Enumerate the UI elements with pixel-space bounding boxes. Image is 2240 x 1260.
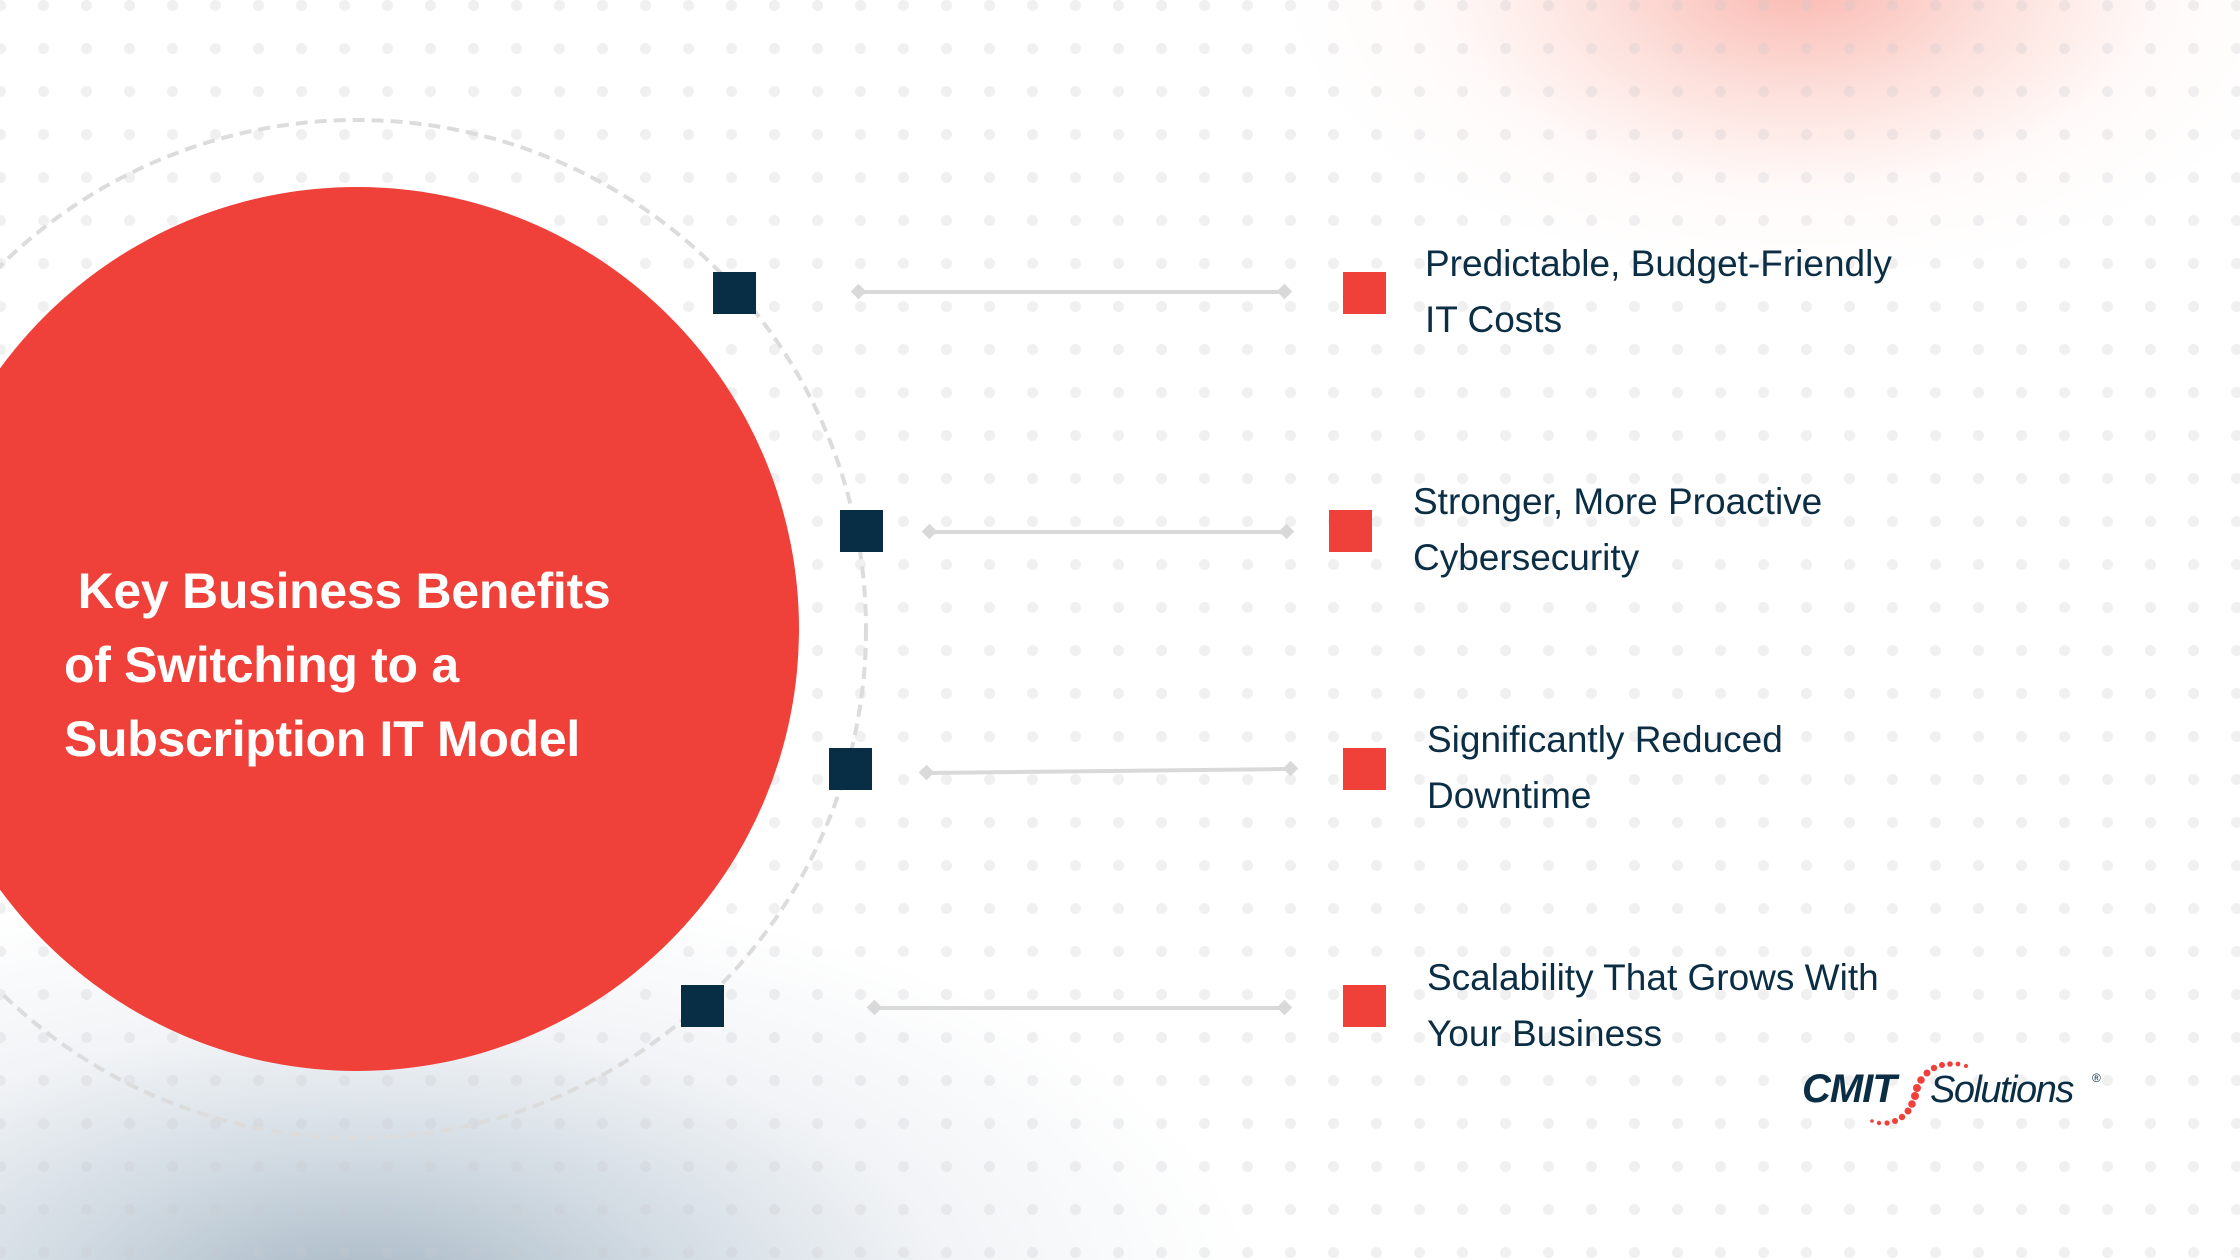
benefit-line-1: Stronger, More Proactive — [1413, 481, 1823, 522]
logo-dotted-s-icon — [1870, 1061, 1968, 1126]
registered-mark: ® — [2092, 1071, 2101, 1085]
dashed-orbit-ring — [0, 118, 868, 1140]
benefit-text: Stronger, More Proactive Cybersecurity — [1413, 474, 2033, 586]
title-line-3: Subscription IT Model — [64, 710, 580, 767]
benefit-line-1: Predictable, Budget-Friendly — [1425, 243, 1892, 284]
orbit-node-4 — [681, 985, 724, 1027]
cmit-solutions-logo: CMIT Solutions ® — [1802, 1061, 2101, 1126]
logo-brand-text: CMIT — [1802, 1067, 1900, 1111]
benefit-line-2: Downtime — [1427, 775, 1592, 816]
orbit-node-3 — [829, 748, 872, 790]
bullet-square-icon — [1343, 272, 1386, 314]
title-circle — [0, 187, 799, 1071]
orbit-node-1 — [713, 272, 756, 314]
benefit-line-2: Cybersecurity — [1413, 537, 1640, 578]
title-line-1: Key Business Benefits — [64, 562, 611, 619]
connector-line-2 — [921, 523, 1295, 540]
benefit-text: Significantly Reduced Downtime — [1427, 712, 2047, 824]
connector-line-3 — [918, 760, 1299, 781]
connector-line-1 — [850, 283, 1293, 300]
logo-wordmark-text: Solutions — [1930, 1069, 2074, 1111]
bullet-square-icon — [1329, 510, 1372, 552]
bullet-square-icon — [1343, 748, 1386, 790]
connector-line-4 — [866, 999, 1293, 1016]
benefit-line-1: Scalability That Grows With — [1427, 957, 1879, 998]
bullet-square-icon — [1343, 985, 1386, 1027]
benefit-text: Scalability That Grows With Your Busines… — [1427, 950, 2047, 1062]
page-title: Key Business Benefits of Switching to a … — [64, 554, 704, 776]
benefit-line-2: IT Costs — [1425, 299, 1563, 340]
benefit-line-1: Significantly Reduced — [1427, 719, 1783, 760]
title-line-2: of Switching to a — [64, 636, 459, 693]
benefit-text: Predictable, Budget-Friendly IT Costs — [1425, 236, 2045, 348]
benefit-line-2: Your Business — [1427, 1013, 1663, 1054]
orbit-node-2 — [840, 510, 883, 552]
